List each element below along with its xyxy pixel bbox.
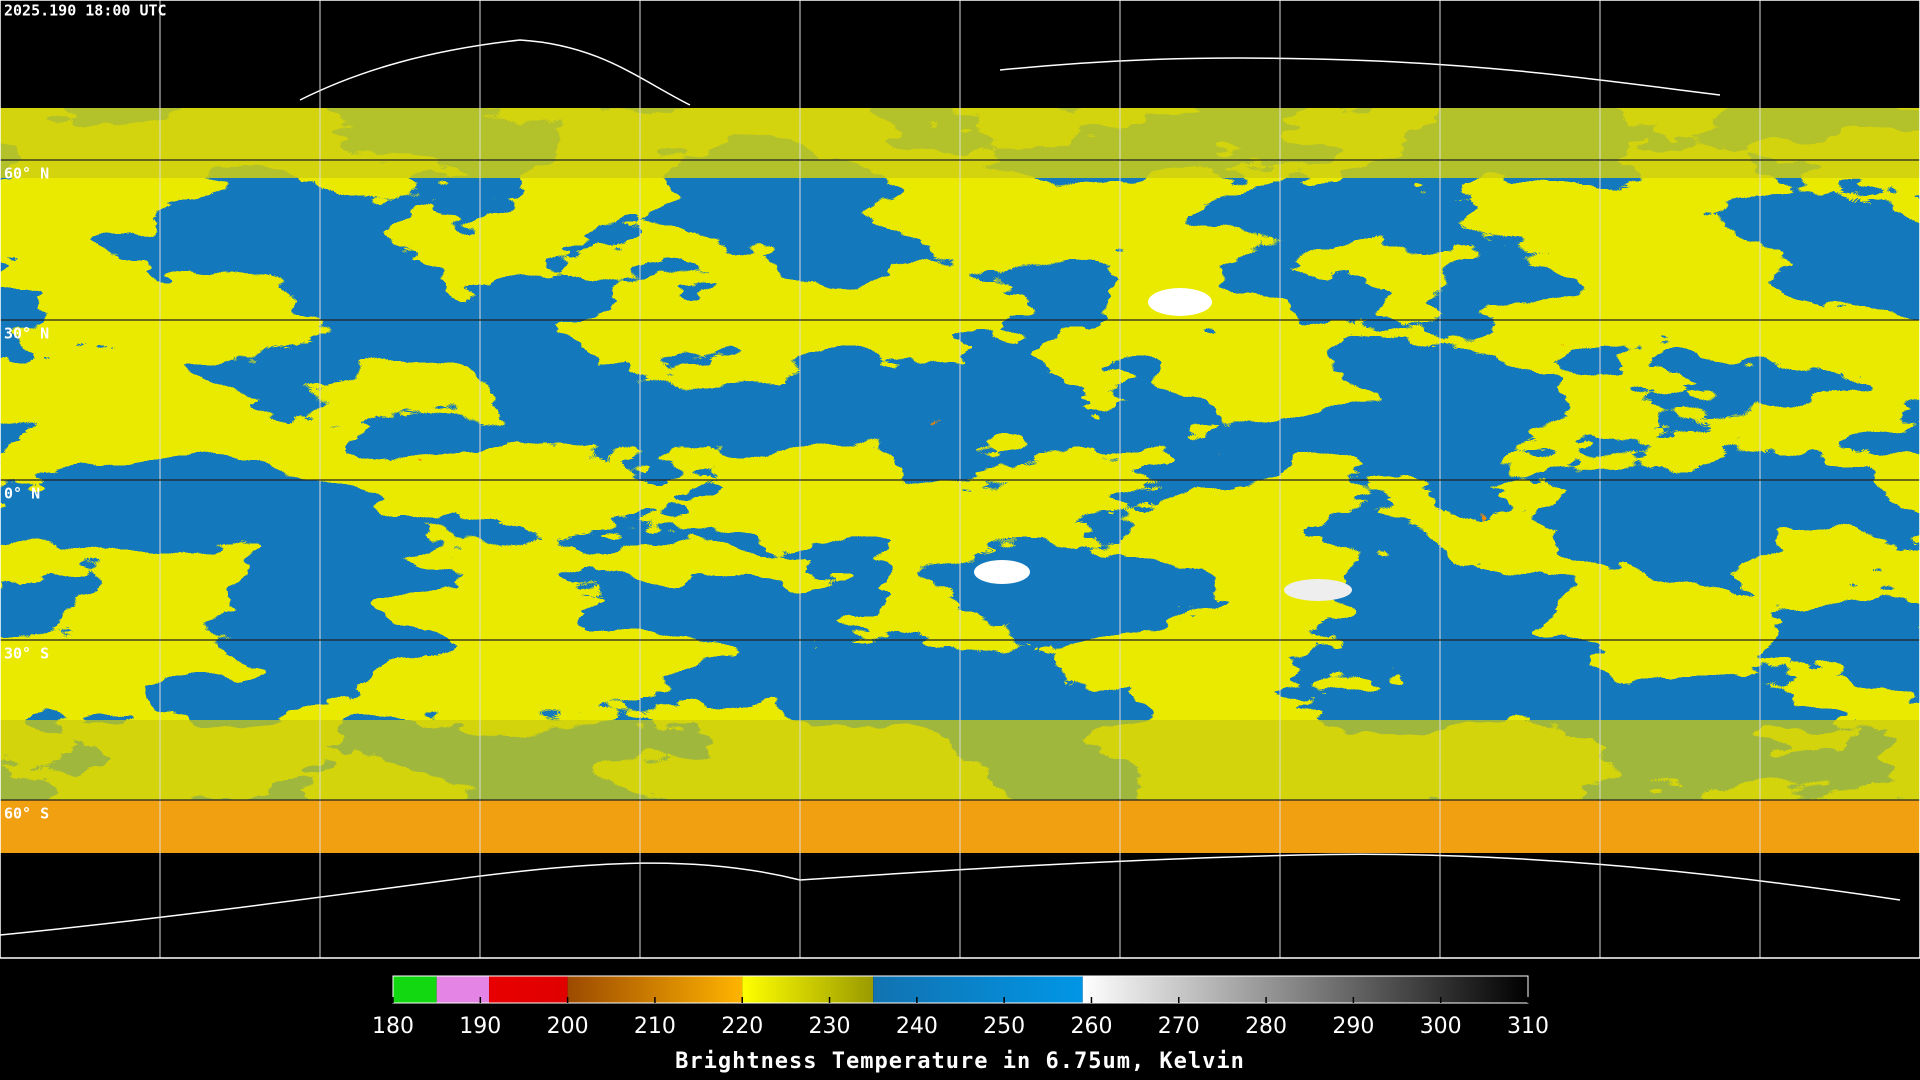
colorbar-segment (436, 976, 490, 1003)
latitude-label: 60° N (4, 165, 49, 183)
colorbar-tick-label: 300 (1420, 1014, 1462, 1039)
colorbar-tick-label: 230 (809, 1014, 851, 1039)
colorbar-tick-label: 260 (1070, 1014, 1112, 1039)
latitude-label: 30° S (4, 645, 49, 663)
colorbar: 180 190 200 210 220 230 240 250 260 270 280 290 300 3… (372, 975, 1549, 1039)
colorbar-segment (489, 976, 568, 1003)
coastlines (0, 39, 1901, 936)
latitude-label: 0° N (4, 485, 40, 503)
colorbar-tick-label: 240 (896, 1014, 938, 1039)
colorbar-tick-label: 290 (1332, 1014, 1374, 1039)
map-grid: 60° N 30° N 0° N 30° S 60° S (0, 0, 1920, 958)
latitude-label: 30° N (4, 325, 49, 343)
colorbar-tick-label: 270 (1158, 1014, 1200, 1039)
timestamp: 2025.190 18:00 UTC (4, 2, 167, 20)
colorbar-tick-label: 220 (721, 1014, 763, 1039)
colorbar-tick-label: 280 (1245, 1014, 1287, 1039)
colorbar-tick-label: 210 (634, 1014, 676, 1039)
colorbar-tick-label: 180 (372, 1014, 414, 1039)
map-frame (0, 0, 1920, 959)
colorbar-tick-label: 250 (983, 1014, 1025, 1039)
colorbar-segment (1082, 976, 1528, 1003)
colorbar-segment (873, 976, 1083, 1003)
latitude-label: 60° S (4, 805, 49, 823)
colorbar-tick-label: 310 (1507, 1014, 1549, 1039)
colorbar-frame (392, 975, 1529, 1004)
colorbar-tick-label: 190 (459, 1014, 501, 1039)
colorbar-tick-label: 200 (547, 1014, 589, 1039)
colorbar-segment (393, 976, 437, 1003)
colorbar-segment (742, 976, 874, 1003)
colorbar-title: Brightness Temperature in 6.75um, Kelvin (675, 1049, 1245, 1074)
